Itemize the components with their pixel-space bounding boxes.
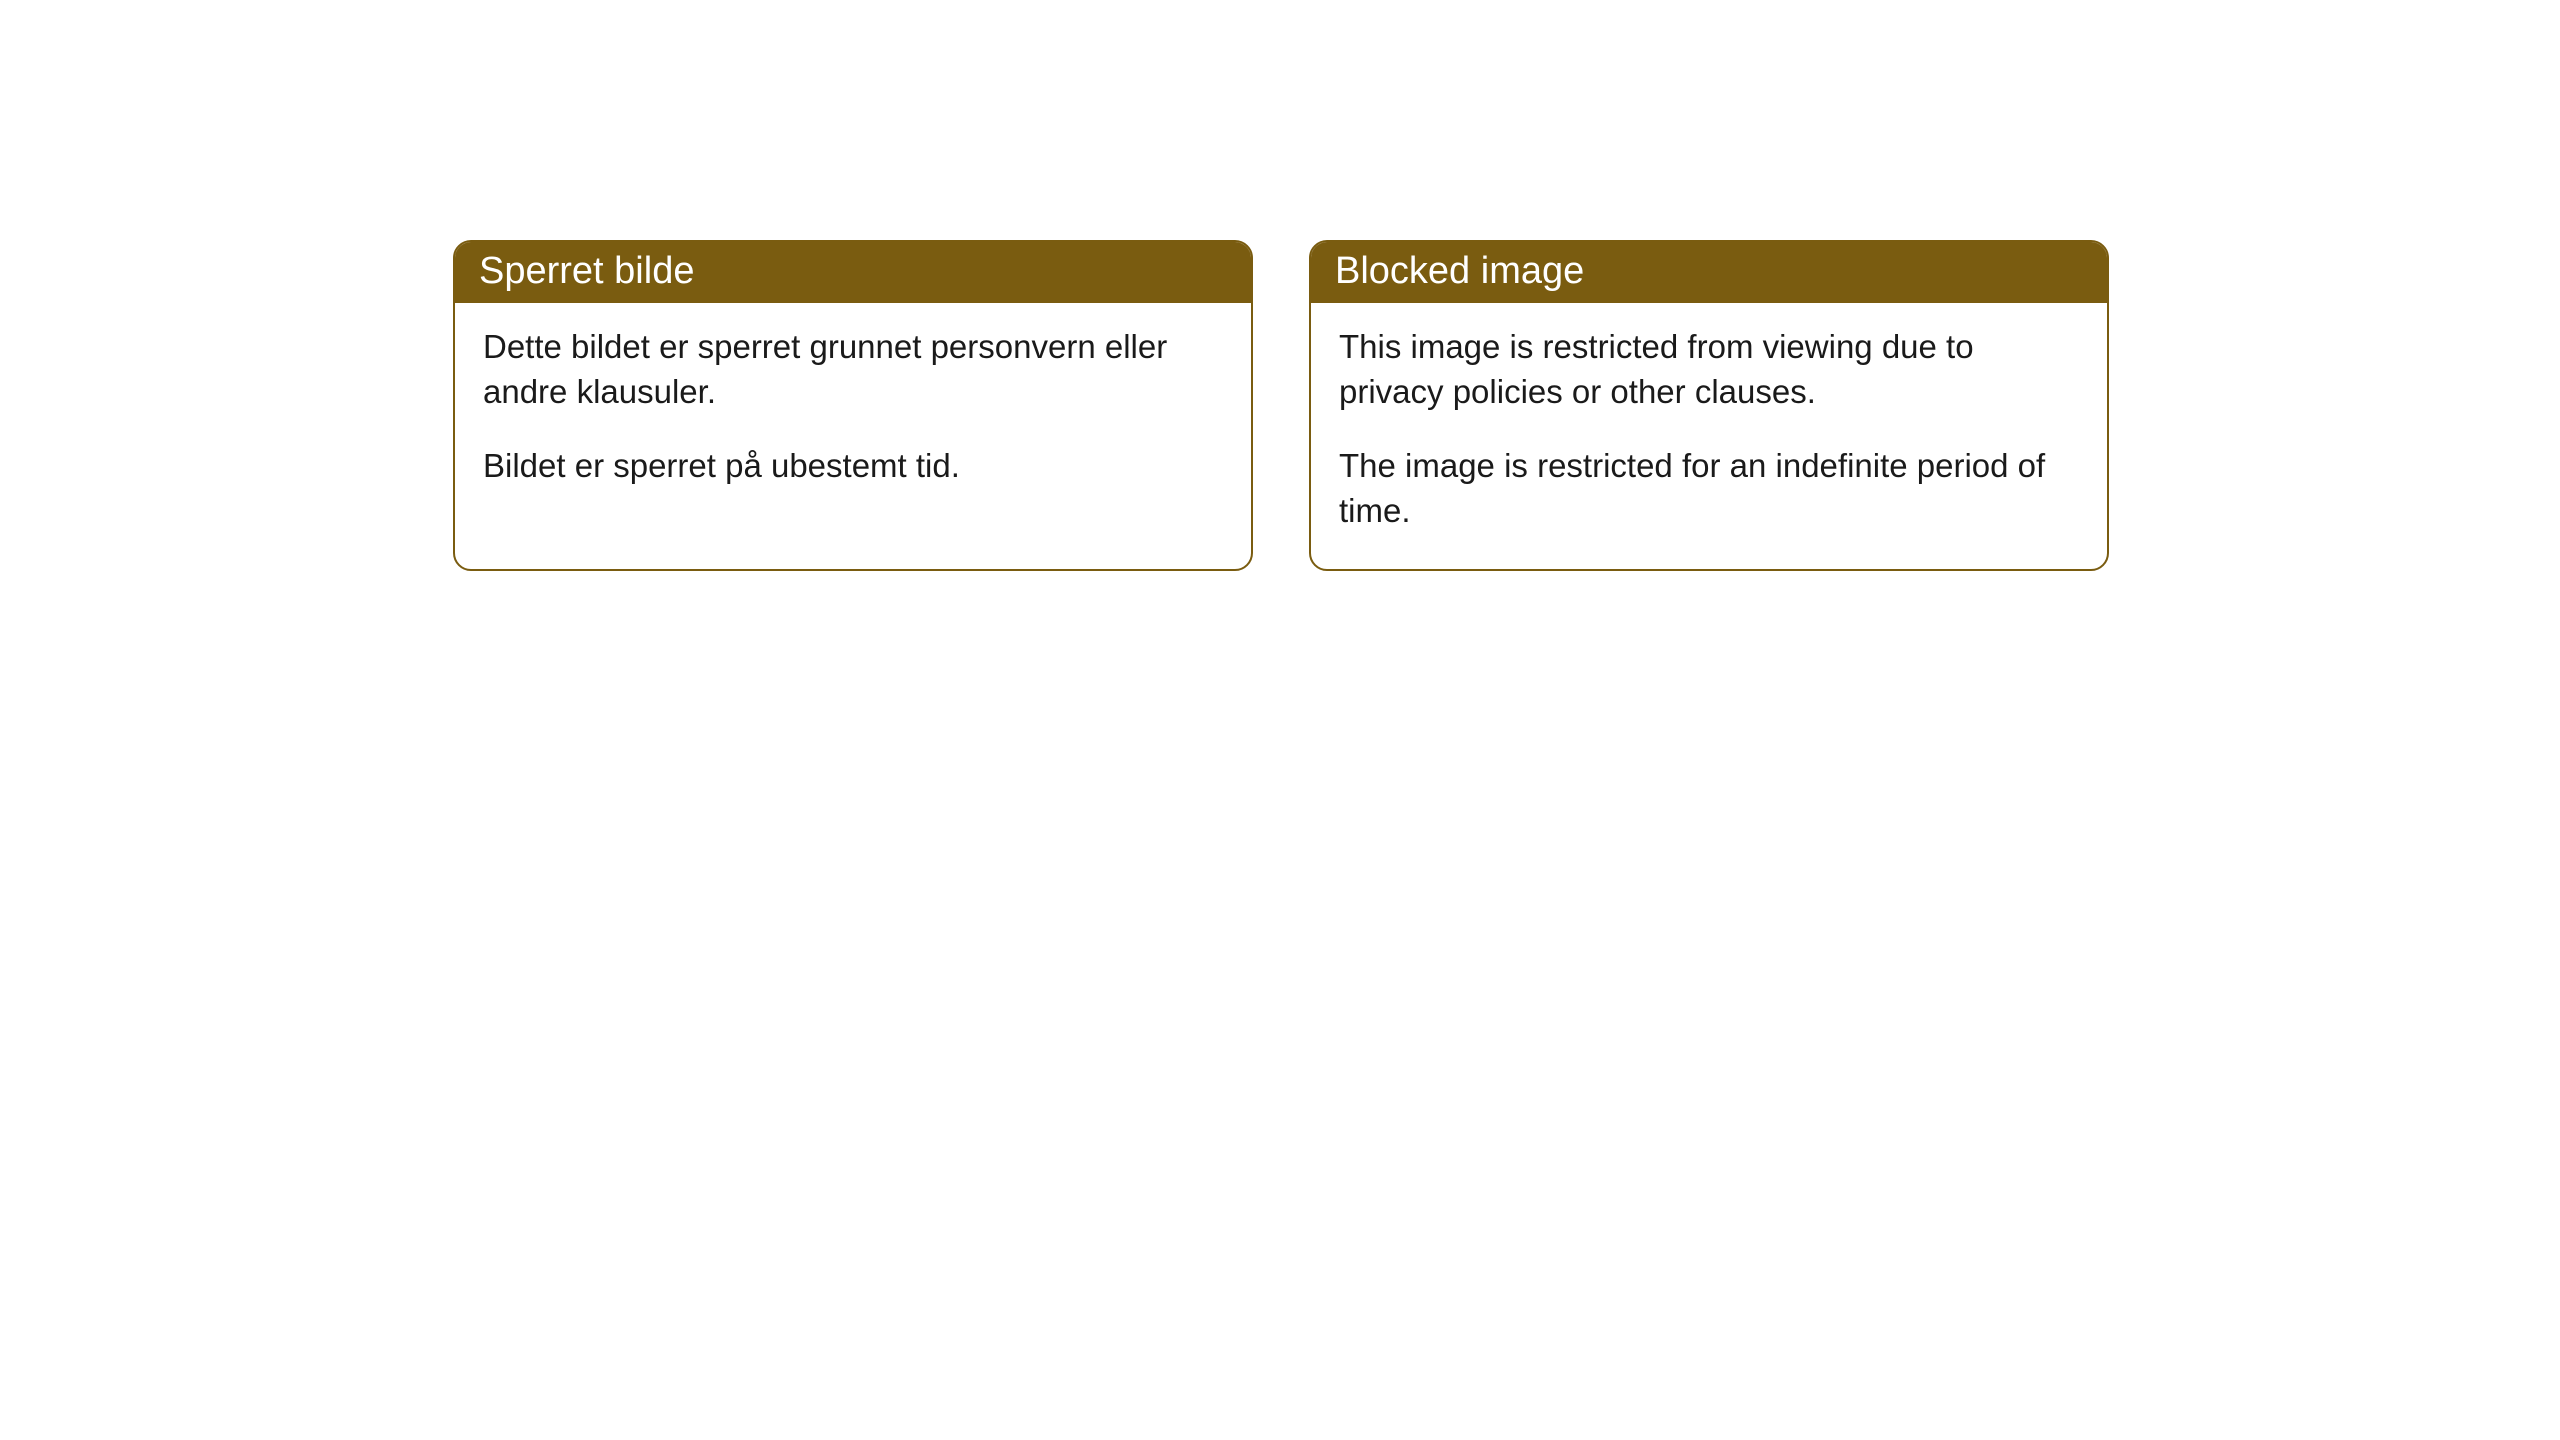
notice-container: Sperret bilde Dette bildet er sperret gr… (453, 240, 2109, 571)
card-header: Blocked image (1311, 242, 2107, 303)
card-paragraph: Dette bildet er sperret grunnet personve… (483, 325, 1223, 414)
card-title: Sperret bilde (479, 250, 694, 292)
card-header: Sperret bilde (455, 242, 1251, 303)
card-title: Blocked image (1335, 250, 1584, 292)
card-paragraph: Bildet er sperret på ubestemt tid. (483, 444, 1223, 489)
card-body: This image is restricted from viewing du… (1311, 303, 2107, 569)
card-body: Dette bildet er sperret grunnet personve… (455, 303, 1251, 525)
notice-card-english: Blocked image This image is restricted f… (1309, 240, 2109, 571)
card-paragraph: The image is restricted for an indefinit… (1339, 444, 2079, 533)
notice-card-norwegian: Sperret bilde Dette bildet er sperret gr… (453, 240, 1253, 571)
card-paragraph: This image is restricted from viewing du… (1339, 325, 2079, 414)
